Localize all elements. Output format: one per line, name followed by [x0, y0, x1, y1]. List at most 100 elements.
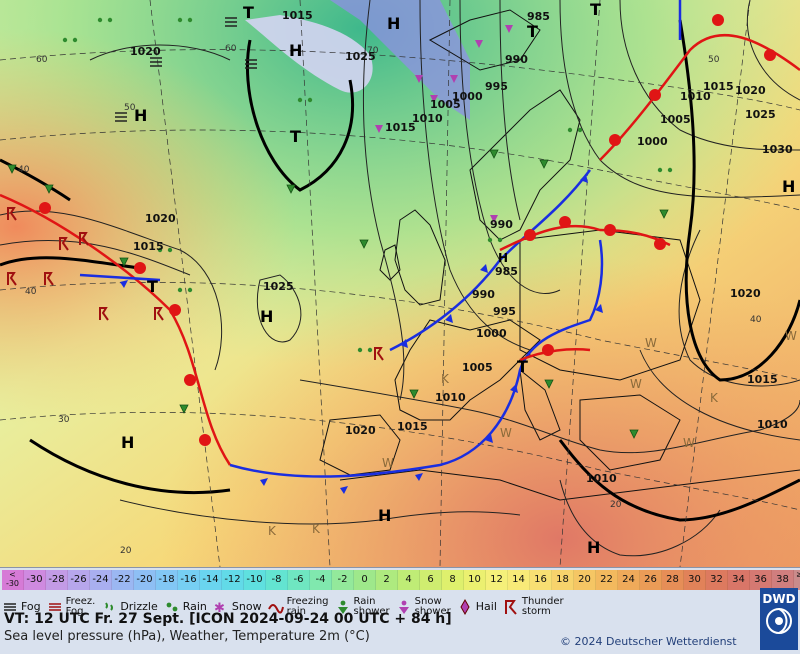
pressure-label: 1020 — [145, 212, 176, 225]
marker-label: K — [441, 372, 450, 386]
fog-icon — [2, 599, 18, 615]
legend-drizzle: Drizzle — [101, 592, 158, 622]
lat-label: 50 — [708, 55, 720, 65]
lat-label: 40 — [18, 165, 30, 175]
valid-time: VT: 12 UTC Fr. 27 Sept. [ICON 2024-09-24… — [4, 611, 452, 627]
temperature-scale-cell: 32 — [706, 570, 728, 590]
high-pressure-centre: H — [387, 14, 400, 33]
warm-front-marks — [39, 14, 776, 446]
pressure-label: 1010 — [435, 391, 466, 404]
hail-icon — [457, 598, 473, 616]
temperature-scale-cell: -6 — [288, 570, 310, 590]
legend-snow-shower: Snow shower — [396, 592, 451, 622]
lat-label: 60 — [225, 44, 237, 54]
lat-label: 60 — [36, 55, 48, 65]
legend-label: Freezing rain — [286, 596, 329, 617]
cold-front-marks — [120, 174, 603, 494]
lat-label: 70 — [367, 46, 379, 56]
lat-label: 50 — [124, 103, 136, 113]
rain-symbols — [62, 17, 673, 353]
low-pressure-centre: T — [517, 357, 528, 376]
marker-label: W — [683, 436, 695, 450]
legend-panel: < -30 -30 -28 -26 -24 -22 -20 -18 -16 -14 -12 -10 -8… — [0, 567, 800, 654]
temperature-scale-cell: 20 — [574, 570, 596, 590]
legend-label: Rain — [182, 600, 207, 613]
legend-label: Hail — [475, 600, 497, 613]
lat-label: 30 — [58, 415, 70, 425]
pressure-label: 985 — [495, 265, 518, 278]
temperature-scale-cell: 36 — [750, 570, 772, 590]
temperature-scale-cell: -26 — [68, 570, 90, 590]
pressure-label: 1000 — [637, 135, 668, 148]
freezing-fog-icon — [47, 599, 63, 615]
dwd-logo-swirl-icon — [766, 608, 792, 634]
pressure-label-1030: 1030 — [762, 143, 793, 156]
high-pressure-centre: H — [782, 177, 795, 196]
legend-label: Snow shower — [414, 596, 451, 617]
temperature-scale-cell: -20 — [134, 570, 156, 590]
snow-shower-icon — [396, 599, 412, 615]
temperature-scale-cell: < -30 — [2, 570, 24, 590]
logo-text: DWD — [762, 592, 796, 606]
drizzle-icon — [101, 599, 117, 615]
legend-rain-shower: Rain shower — [335, 592, 390, 622]
pressure-label: 985 — [527, 10, 550, 23]
legend-label: Freez. Fog — [65, 596, 96, 617]
isobars — [0, 0, 800, 557]
low-pressure-centre: T — [527, 22, 538, 41]
temperature-scale-cell: 12 — [486, 570, 508, 590]
legend-rain: Rain — [164, 592, 207, 622]
temperature-scale-cell: 10 — [464, 570, 486, 590]
legend-label: Snow — [231, 600, 262, 613]
temperature-scale-cell: -22 — [112, 570, 134, 590]
fog-symbols — [115, 17, 257, 122]
temperature-scale-cell: 28 — [662, 570, 684, 590]
lat-label: 40 — [750, 315, 762, 325]
low-pressure-centre: T — [290, 127, 301, 146]
thunderstorm-symbols — [7, 207, 384, 361]
legend-label: Drizzle — [120, 600, 158, 613]
pressure-label: 1015 — [703, 80, 734, 93]
legend-label: Thunder storm — [521, 596, 564, 617]
marker-label: K — [710, 391, 719, 405]
temperature-scale-cell: 24 — [618, 570, 640, 590]
pressure-label: 1010 — [412, 112, 443, 125]
map-markers: K K K W W W W W W K — [268, 329, 797, 538]
temperature-scale-cell: -8 — [266, 570, 288, 590]
legend-freezing-rain: Freezing rain — [267, 592, 329, 622]
pressure-label: 1015 — [385, 121, 416, 134]
pressure-label: 1005 — [462, 361, 493, 374]
weather-symbol-legend: Fog Freez. Fog Drizzle Rain ✱ Snow Freez… — [2, 592, 570, 622]
pressure-label: 1010 — [586, 472, 617, 485]
temperature-scale: < -30 -30 -28 -26 -24 -22 -20 -18 -16 -14 -12 -10 -8… — [2, 570, 800, 590]
temperature-scale-cell: 22 — [596, 570, 618, 590]
temperature-scale-cell: 18 — [552, 570, 574, 590]
legend-snow: ✱ Snow — [213, 592, 262, 622]
low-pressure-centre: H — [498, 251, 508, 265]
rain-shower-symbols — [7, 149, 669, 439]
copyright: © 2024 Deutscher Wetterdienst — [560, 635, 737, 648]
legend-freezing-fog: Freez. Fog — [47, 592, 96, 622]
major-isobars — [0, 19, 800, 522]
pressure-label: 995 — [493, 305, 516, 318]
pressure-label: 1020 — [730, 287, 761, 300]
pressure-labels: 1015 1020 985 990 995 1000 1005 1010 101… — [130, 9, 788, 485]
temperature-scale-cell: 26 — [640, 570, 662, 590]
temperature-scale-cell: -24 — [90, 570, 112, 590]
temperature-scale-cell: 38 — [772, 570, 794, 590]
pressure-label-990: 990 — [472, 288, 495, 301]
temperature-scale-cell: 30 — [684, 570, 706, 590]
pressure-label: 1005 — [430, 98, 461, 111]
legend-label: Rain shower — [353, 596, 390, 617]
temperature-scale-cell: 34 — [728, 570, 750, 590]
high-pressure-centre: H — [121, 433, 134, 452]
temperature-scale-cell: 8 — [442, 570, 464, 590]
temperature-scale-cell: -18 — [156, 570, 178, 590]
temperature-scale-cell: -2 — [332, 570, 354, 590]
rain-shower-icon — [335, 599, 351, 615]
marker-label: W — [382, 456, 394, 470]
pressure-label: 1015 — [747, 373, 778, 386]
pressure-label: 1015 — [397, 420, 428, 433]
coastlines — [319, 9, 800, 501]
marker-label: W — [630, 377, 642, 391]
